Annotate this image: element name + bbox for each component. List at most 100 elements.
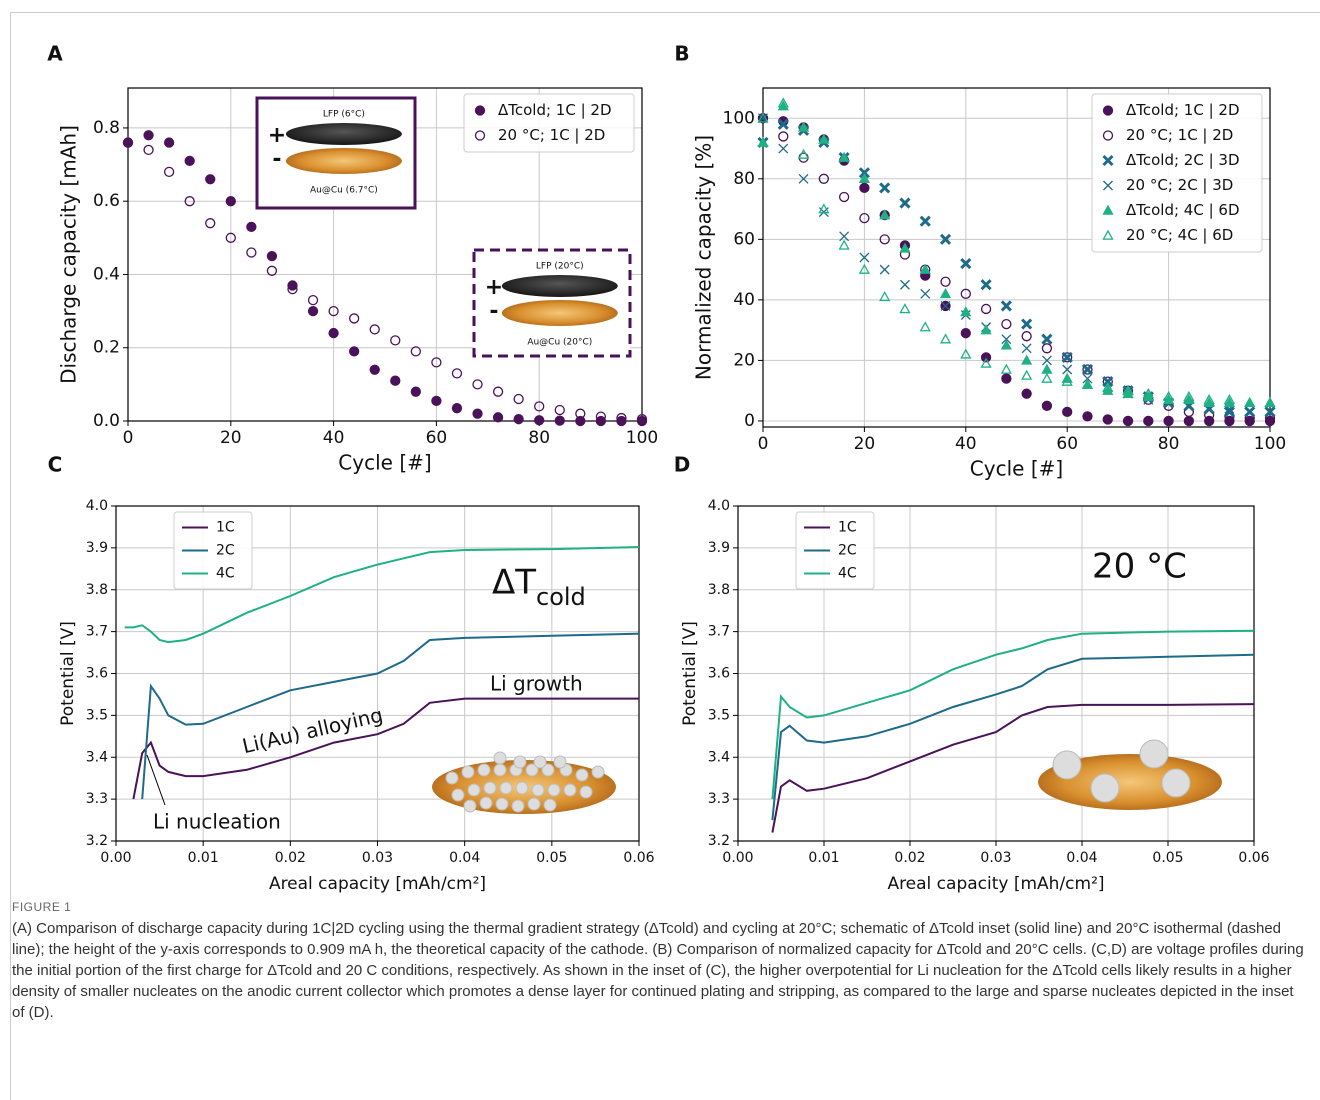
point bbox=[1102, 414, 1113, 425]
legend-label: 20 °C; 4C | 6D bbox=[1126, 226, 1233, 244]
nucleate bbox=[513, 755, 527, 769]
nucleate bbox=[495, 797, 509, 811]
y-tick-label: 3.4 bbox=[86, 749, 108, 765]
point bbox=[1162, 390, 1175, 401]
y-tick-label: 0.4 bbox=[93, 264, 120, 284]
point bbox=[980, 357, 992, 368]
point bbox=[1244, 415, 1255, 427]
nucleate bbox=[579, 785, 593, 799]
point bbox=[1000, 339, 1012, 350]
annotation-arrow bbox=[146, 754, 166, 806]
point bbox=[636, 414, 648, 425]
y-tick-label: 3.9 bbox=[708, 540, 730, 556]
point bbox=[1000, 300, 1012, 312]
figure-label: FIGURE 1 bbox=[12, 900, 72, 914]
legend-label: 4C bbox=[216, 566, 235, 582]
point bbox=[431, 357, 442, 368]
legend-label: 1C bbox=[838, 520, 857, 536]
point bbox=[1062, 406, 1073, 418]
point bbox=[1264, 396, 1276, 408]
point bbox=[410, 386, 421, 397]
point bbox=[858, 263, 871, 274]
point bbox=[757, 136, 769, 147]
x-tick-label: 100 bbox=[1254, 434, 1286, 454]
point bbox=[328, 305, 339, 317]
point bbox=[163, 137, 175, 148]
y-tick-label: 0.6 bbox=[93, 191, 120, 211]
x-tick-label: 0.05 bbox=[1152, 850, 1183, 866]
y-tick-label: 3.5 bbox=[708, 707, 730, 723]
point bbox=[940, 300, 951, 311]
point bbox=[431, 395, 442, 407]
figure: A 0 20 40 60 80 100 0.0 0.2 0.4 0.6 0.8 Cycle [#] Dis… bbox=[47, 42, 1286, 895]
x-tick-label: 80 bbox=[528, 428, 550, 448]
plot-frame bbox=[115, 505, 640, 842]
y-tick-label: 3.7 bbox=[86, 624, 108, 640]
legend-label: ΔTcold; 4C | 6D bbox=[1126, 201, 1240, 219]
point bbox=[919, 263, 931, 274]
point bbox=[122, 137, 134, 148]
x-axis-label: Cycle [#] bbox=[338, 451, 431, 475]
point bbox=[575, 415, 586, 427]
point bbox=[513, 393, 524, 405]
point bbox=[859, 213, 870, 224]
point bbox=[798, 173, 809, 184]
y-axis-label: Discharge capacity [mAh] bbox=[57, 125, 81, 384]
cathode-disc bbox=[285, 123, 402, 145]
x-tick-label: 0.06 bbox=[623, 850, 654, 866]
x-tick-label: 0.00 bbox=[722, 850, 753, 866]
legend-box bbox=[463, 93, 635, 153]
nucleate bbox=[493, 763, 507, 777]
point bbox=[980, 352, 992, 363]
nucleate bbox=[1090, 773, 1120, 803]
point bbox=[1102, 381, 1114, 392]
y-tick-label: 40 bbox=[733, 290, 755, 310]
point bbox=[858, 167, 870, 179]
nucleate bbox=[1052, 750, 1082, 780]
legend-label: 2C bbox=[838, 543, 857, 559]
y-tick-label: 0.8 bbox=[93, 118, 120, 138]
point bbox=[1142, 390, 1154, 401]
point bbox=[328, 327, 339, 339]
point bbox=[1001, 318, 1012, 330]
point bbox=[838, 191, 850, 203]
point bbox=[960, 257, 972, 270]
chart: C 0.00 0.01 0.02 0.03 0.04 0.05 0.06 3.2 3.3 3.4 3.… bbox=[48, 453, 655, 895]
y-tick-label: 20 bbox=[733, 350, 755, 370]
point bbox=[777, 97, 789, 108]
nucleate bbox=[543, 798, 557, 812]
x-tick-label: 0 bbox=[123, 428, 134, 448]
y-tick-label: 3.8 bbox=[708, 582, 730, 598]
point bbox=[1203, 396, 1215, 408]
point bbox=[1102, 384, 1114, 395]
point bbox=[369, 364, 380, 375]
point bbox=[575, 408, 586, 419]
nucleate bbox=[591, 765, 605, 779]
nucleate bbox=[499, 781, 513, 795]
point bbox=[839, 231, 850, 242]
nucleate bbox=[515, 781, 529, 795]
point bbox=[1162, 393, 1175, 405]
point bbox=[616, 415, 627, 427]
point bbox=[980, 279, 992, 291]
point bbox=[595, 411, 607, 422]
point bbox=[879, 182, 891, 194]
legend-label: 20 °C; 2C | 3D bbox=[1126, 176, 1233, 194]
x-tick-label: 80 bbox=[1158, 434, 1180, 454]
point bbox=[163, 166, 175, 178]
point bbox=[1223, 406, 1236, 418]
legend-label: 20 °C; 1C | 2D bbox=[1126, 126, 1233, 144]
point bbox=[1122, 387, 1134, 398]
legend-label: ΔTcold; 1C | 2D bbox=[1126, 101, 1240, 119]
panel-label: C bbox=[48, 453, 63, 477]
line bbox=[141, 632, 639, 800]
point bbox=[492, 412, 504, 423]
legend-box bbox=[173, 511, 253, 590]
point bbox=[899, 197, 911, 209]
legend-label: ΔTcold; 1C | 2D bbox=[498, 101, 612, 119]
x-tick-label: 60 bbox=[1056, 434, 1078, 454]
anode-disc bbox=[285, 148, 402, 174]
x-tick-label: 40 bbox=[955, 434, 977, 454]
point bbox=[287, 280, 298, 291]
